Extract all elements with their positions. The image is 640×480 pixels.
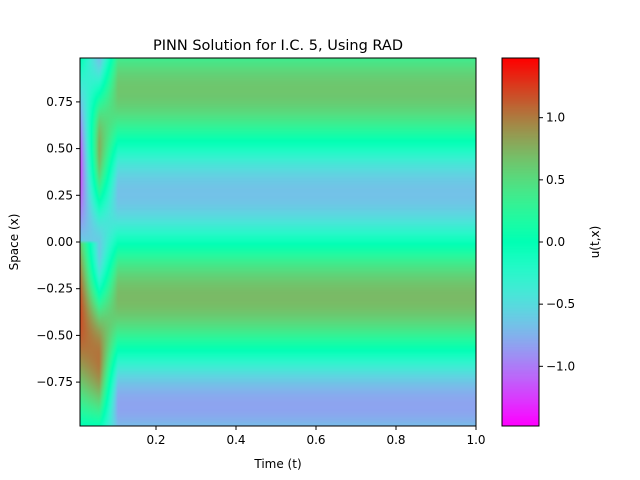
y-tick-label: −0.25	[36, 282, 73, 296]
heatmap-image	[80, 58, 476, 426]
y-tick-label: 0.50	[46, 142, 73, 156]
colorbar-tick-label: −0.5	[546, 297, 575, 311]
y-tick-label: −0.50	[36, 328, 73, 342]
x-tick-label: 0.2	[146, 433, 165, 447]
x-tick-label: 0.8	[386, 433, 405, 447]
x-tick-label: 0.6	[306, 433, 325, 447]
heatmap-plot	[79, 57, 477, 427]
y-tick-label: 0.00	[46, 235, 73, 249]
colorbar-tick-label: 1.0	[546, 111, 565, 125]
chart-title: PINN Solution for I.C. 5, Using RAD	[153, 38, 403, 54]
y-axis-ticks: 0.75 0.50 0.25 0.00 −0.25 −0.50 −0.75	[36, 95, 80, 389]
colorbar-tick-label: 0.5	[546, 173, 565, 187]
colorbar: 1.0 0.5 0.0 −0.5 −1.0 u(t,x)	[501, 57, 602, 427]
y-tick-label: −0.75	[36, 375, 73, 389]
colorbar-label: u(t,x)	[588, 226, 602, 259]
x-axis-label: Time (t)	[253, 457, 301, 471]
x-axis-ticks: 0.2 0.4 0.6 0.8 1.0	[146, 426, 486, 447]
x-tick-label: 1.0	[466, 433, 485, 447]
y-tick-label: 0.25	[46, 188, 73, 202]
colorbar-ticks: 1.0 0.5 0.0 −0.5 −1.0	[539, 111, 575, 373]
x-tick-label: 0.4	[226, 433, 245, 447]
colorbar-tick-label: −1.0	[546, 359, 575, 373]
y-axis-label: Space (x)	[7, 214, 21, 271]
colorbar-gradient	[502, 58, 539, 426]
y-tick-label: 0.75	[46, 95, 73, 109]
colorbar-tick-label: 0.0	[546, 235, 565, 249]
